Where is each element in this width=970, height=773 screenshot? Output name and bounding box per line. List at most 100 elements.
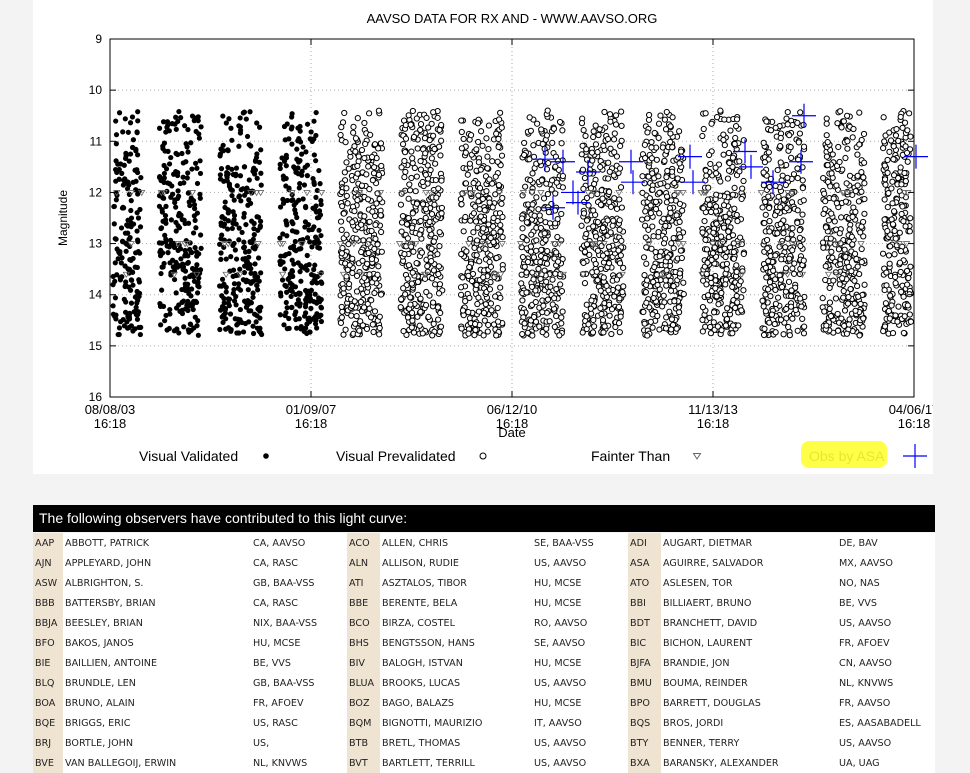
point-prevalidated <box>660 292 667 299</box>
point-validated <box>226 116 232 122</box>
point-validated <box>231 281 238 287</box>
point-prevalidated <box>459 274 466 281</box>
point-prevalidated <box>493 130 500 137</box>
point-prevalidated <box>819 295 826 302</box>
point-validated <box>113 132 120 138</box>
point-validated <box>225 226 231 232</box>
point-validated <box>239 229 245 236</box>
point-validated <box>162 232 168 238</box>
point-prevalidated <box>426 226 433 234</box>
point-prevalidated <box>368 227 375 235</box>
point-prevalidated <box>435 263 443 270</box>
point-prevalidated <box>353 272 361 280</box>
point-validated <box>299 151 305 157</box>
point-prevalidated <box>578 151 585 158</box>
point-prevalidated <box>640 254 648 261</box>
point-fainter <box>498 241 506 248</box>
point-prevalidated <box>489 204 496 211</box>
point-prevalidated <box>527 127 534 134</box>
point-prevalidated <box>371 308 379 315</box>
point-validated <box>127 120 134 126</box>
point-prevalidated <box>543 278 550 285</box>
observer-code: ALN <box>347 553 380 573</box>
point-fainter <box>555 241 564 248</box>
table-row: BQE BRIGGS, ERIC US, RASC BQM BIGNOTTI, MAUR… <box>33 713 935 733</box>
point-validated <box>289 111 295 117</box>
point-prevalidated <box>663 314 670 321</box>
x-tick-date: 01/09/07 <box>286 402 337 417</box>
point-prevalidated <box>587 305 594 312</box>
point-prevalidated <box>852 307 859 314</box>
point-prevalidated <box>707 330 715 337</box>
table-row: BIE BAILLIEN, ANTOINE BE, VVS BIV BALOGH, IS… <box>33 653 935 673</box>
point-prevalidated <box>338 188 345 196</box>
point-prevalidated <box>667 130 674 137</box>
x-tick-time: 16:18 <box>295 416 328 431</box>
point-validated <box>126 266 133 272</box>
point-prevalidated <box>529 332 536 339</box>
point-prevalidated <box>404 275 411 282</box>
point-prevalidated <box>902 223 909 230</box>
point-validated <box>112 166 119 173</box>
point-prevalidated <box>655 120 663 127</box>
point-prevalidated <box>518 280 525 287</box>
point-prevalidated <box>800 197 807 204</box>
point-validated <box>193 225 199 231</box>
point-prevalidated <box>356 327 363 334</box>
point-validated <box>318 201 324 208</box>
point-prevalidated <box>351 208 358 215</box>
point-prevalidated <box>885 189 892 197</box>
point-validated <box>280 196 286 202</box>
point-prevalidated <box>480 274 487 281</box>
observer-name: BARRETT, DOUGLAS <box>663 697 761 709</box>
point-prevalidated <box>603 282 610 289</box>
point-fainter <box>256 190 265 197</box>
point-prevalidated <box>884 227 891 235</box>
point-validated <box>159 264 165 270</box>
x-tick-time: 16:18 <box>94 416 127 431</box>
observer-code: BQM <box>347 713 380 733</box>
point-validated <box>282 312 288 319</box>
point-prevalidated <box>620 264 627 271</box>
point-prevalidated <box>766 183 773 191</box>
point-prevalidated <box>423 288 430 296</box>
point-prevalidated <box>532 298 539 306</box>
point-prevalidated <box>529 170 536 177</box>
point-prevalidated <box>762 291 769 298</box>
point-prevalidated <box>604 135 612 143</box>
point-validated <box>187 273 193 280</box>
point-prevalidated <box>549 139 556 147</box>
point-validated <box>285 276 291 282</box>
point-prevalidated <box>521 139 528 147</box>
point-prevalidated <box>368 255 376 263</box>
point-validated <box>116 176 122 182</box>
point-prevalidated <box>489 158 496 165</box>
point-validated <box>308 305 314 311</box>
point-prevalidated <box>487 234 494 242</box>
point-validated <box>300 196 306 202</box>
point-fainter <box>220 241 229 248</box>
point-validated <box>173 228 179 234</box>
point-validated <box>243 304 250 310</box>
point-validated <box>163 236 169 242</box>
point-prevalidated <box>497 284 504 291</box>
point-validated <box>313 203 319 209</box>
observer-name: BAGO, BALAZS <box>382 697 454 709</box>
point-validated <box>116 325 123 331</box>
point-prevalidated <box>780 196 788 203</box>
point-validated <box>251 226 257 232</box>
point-prevalidated <box>407 187 414 194</box>
point-prevalidated <box>592 233 600 240</box>
point-fainter <box>491 271 500 279</box>
point-validated <box>194 180 201 187</box>
point-prevalidated <box>722 322 730 329</box>
point-prevalidated <box>729 322 737 329</box>
point-prevalidated <box>903 267 911 275</box>
point-prevalidated <box>558 237 565 244</box>
point-fainter <box>481 241 489 248</box>
point-prevalidated <box>359 257 366 264</box>
point-prevalidated <box>646 195 653 202</box>
point-prevalidated <box>605 243 613 250</box>
point-prevalidated <box>613 276 621 283</box>
point-prevalidated <box>476 185 484 192</box>
